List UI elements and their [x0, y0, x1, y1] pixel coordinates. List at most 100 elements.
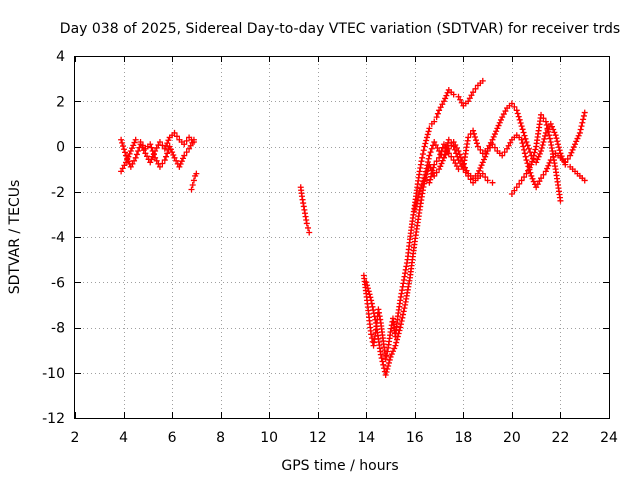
data-point [150, 151, 157, 158]
data-point [521, 150, 528, 157]
data-point [479, 159, 486, 166]
data-point [370, 307, 377, 314]
data-point [540, 138, 547, 145]
data-point [411, 206, 418, 213]
data-point [546, 132, 553, 139]
series-8 [421, 109, 588, 191]
data-point [423, 137, 430, 144]
data-point [417, 185, 424, 192]
data-point [508, 100, 515, 107]
data-point [477, 146, 484, 153]
data-point [369, 303, 376, 310]
data-point [148, 144, 155, 151]
data-point [457, 154, 464, 161]
data-point [567, 152, 574, 159]
data-point [572, 141, 579, 148]
data-point [381, 365, 388, 372]
data-point [394, 333, 401, 340]
data-point [181, 141, 188, 148]
data-point [513, 107, 520, 114]
data-point [515, 113, 522, 120]
data-point [170, 151, 177, 158]
data-point [534, 156, 541, 163]
data-point [126, 150, 133, 157]
data-point [466, 95, 473, 102]
data-point [153, 145, 160, 152]
data-point [536, 178, 543, 185]
data-point [424, 131, 431, 138]
y-tick-label: -10 [42, 366, 65, 382]
data-point [529, 158, 536, 165]
data-point [163, 153, 170, 160]
data-point [535, 153, 542, 160]
data-point [520, 143, 527, 150]
data-point [472, 137, 479, 144]
y-tick-label: 4 [56, 49, 65, 65]
data-point [137, 138, 144, 145]
data-point [538, 175, 545, 182]
data-point [483, 150, 490, 157]
data-point [504, 145, 511, 152]
data-point [440, 98, 447, 105]
data-point [422, 140, 429, 147]
data-point [523, 138, 530, 145]
data-point [455, 166, 462, 173]
data-point [431, 161, 438, 168]
data-point [573, 138, 580, 145]
series-2 [118, 136, 197, 175]
data-point [152, 154, 159, 161]
data-point [391, 345, 398, 352]
data-point [499, 152, 506, 159]
x-tick-labels: 2 4 6 8 10 12 14 16 18 20 22 24 [71, 430, 618, 446]
data-point [122, 149, 129, 156]
data-point [511, 103, 518, 110]
data-point [121, 146, 128, 153]
data-point [383, 368, 390, 375]
data-point [518, 177, 525, 184]
data-point [161, 157, 168, 164]
data-point [380, 361, 387, 368]
data-point [177, 161, 184, 168]
data-point [131, 139, 138, 146]
data-point [431, 118, 438, 125]
data-point [429, 167, 436, 174]
data-point [472, 85, 479, 92]
data-point [129, 160, 136, 167]
data-point [421, 175, 428, 182]
data-point [491, 144, 498, 151]
data-point [119, 165, 126, 172]
data-point [139, 142, 146, 149]
data-point [122, 159, 129, 166]
data-point [530, 178, 537, 185]
data-point [427, 176, 434, 183]
data-point [455, 93, 462, 100]
data-point [173, 133, 180, 140]
data-point [581, 109, 588, 116]
data-point [538, 145, 545, 152]
data-point [305, 224, 312, 231]
data-point [457, 96, 464, 103]
data-point [178, 158, 185, 165]
data-point [419, 154, 426, 161]
data-point [394, 336, 401, 343]
data-point [569, 146, 576, 153]
data-point [384, 348, 391, 355]
y-tick-label: -6 [51, 275, 65, 291]
data-point [423, 134, 430, 141]
chart-title: Day 038 of 2025, Sidereal Day-to-day VTE… [60, 21, 620, 37]
data-point [442, 151, 449, 158]
data-point [564, 155, 571, 162]
data-point [581, 177, 588, 184]
x-tick-label: 8 [216, 430, 225, 446]
x-tick-label: 20 [503, 430, 521, 446]
data-point [118, 168, 125, 175]
data-point [372, 316, 379, 323]
data-point [455, 148, 462, 155]
data-point [578, 123, 585, 130]
data-point [531, 149, 538, 156]
data-point [574, 135, 581, 142]
data-point [169, 149, 176, 156]
data-point [147, 159, 154, 166]
data-point [366, 291, 373, 298]
